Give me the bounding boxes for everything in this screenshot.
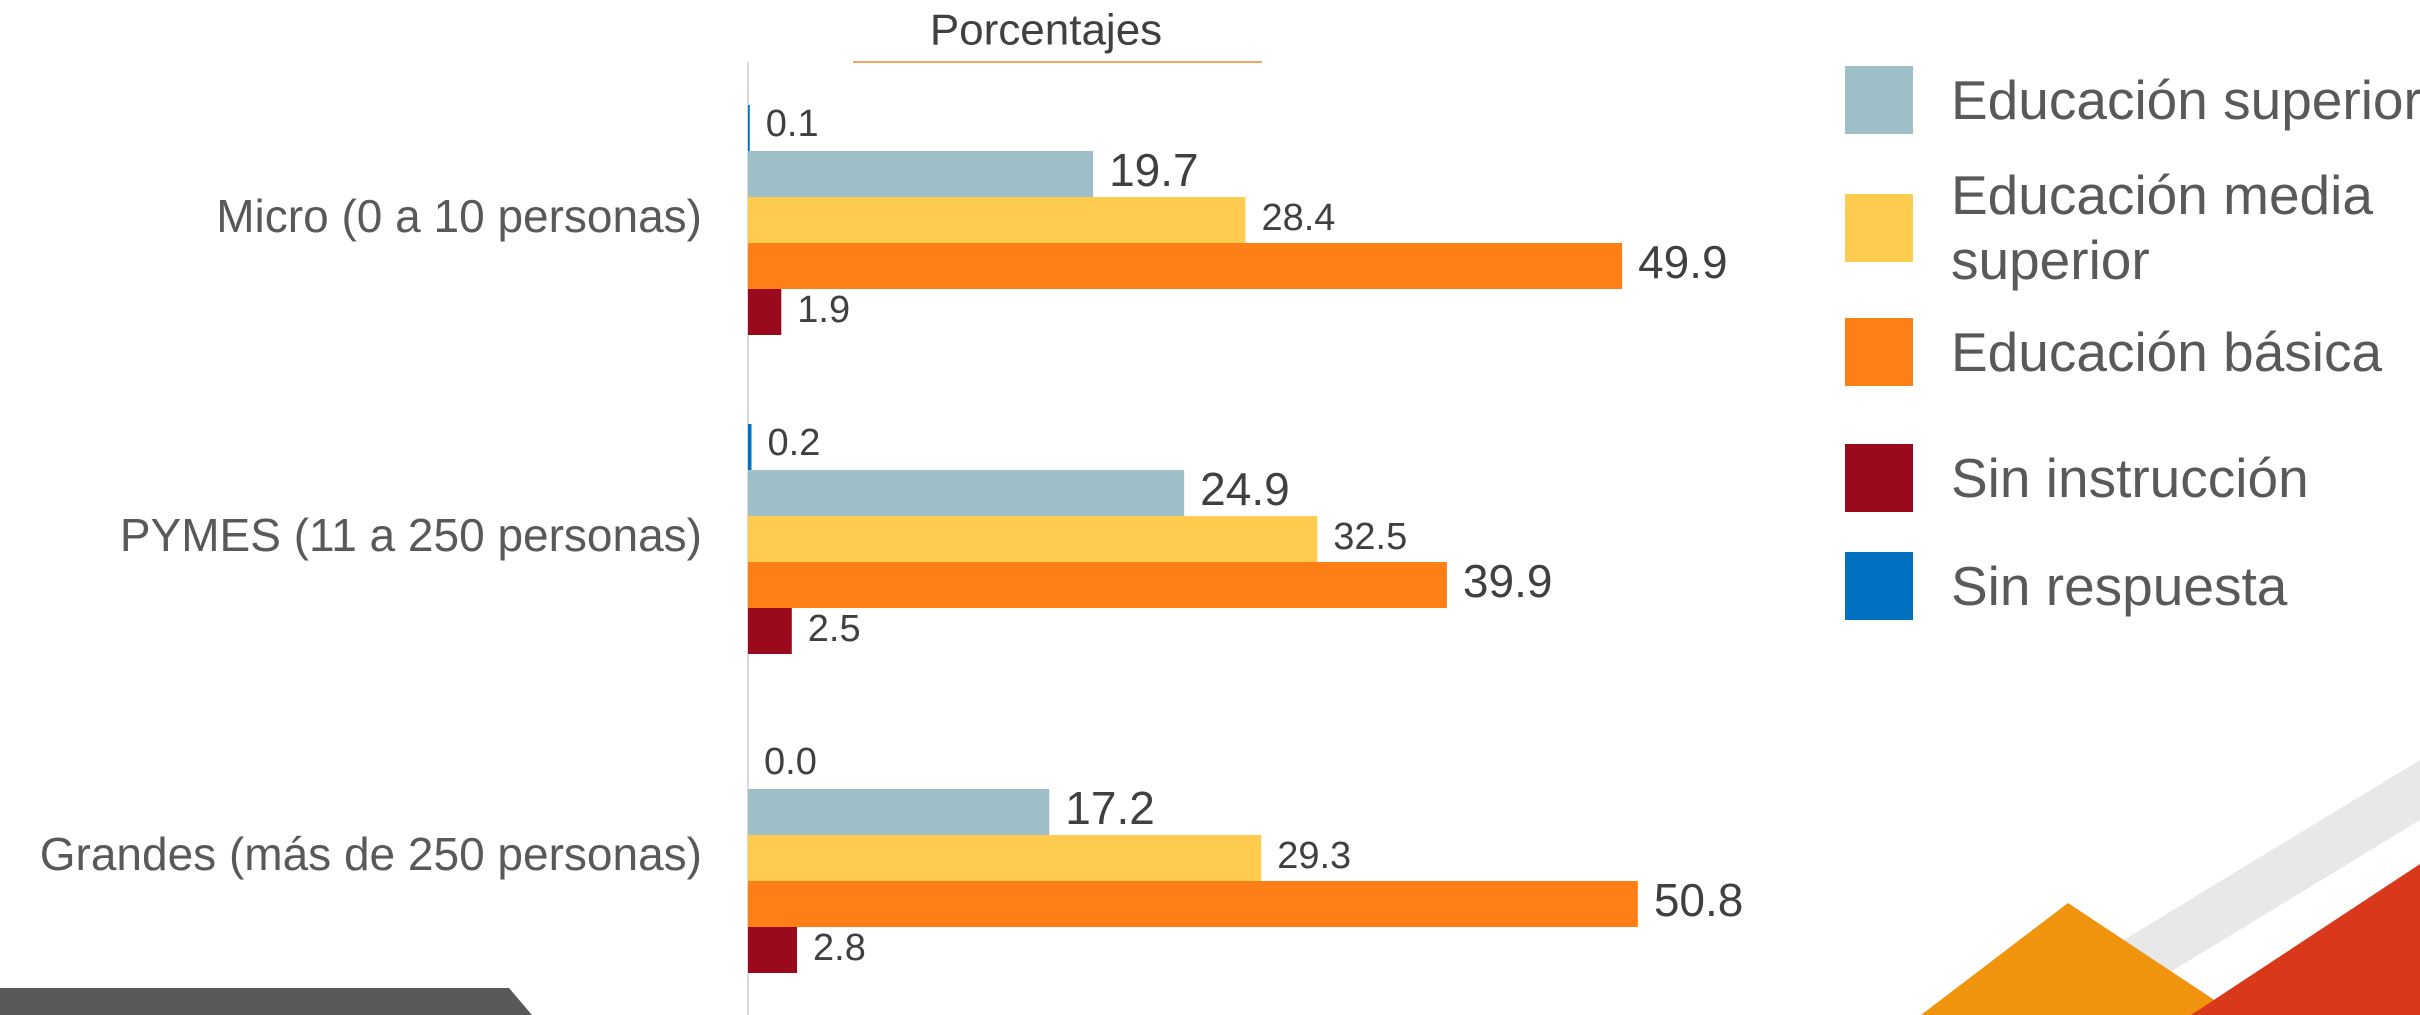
legend-item: Educación superior bbox=[1845, 60, 2420, 140]
legend-swatch bbox=[1845, 66, 1913, 134]
data-label: 17.2 bbox=[1065, 782, 1155, 834]
bar bbox=[748, 289, 782, 335]
chart-title: Porcentajes bbox=[930, 6, 1162, 55]
data-label: 39.9 bbox=[1463, 555, 1553, 607]
legend-item: Sin respuesta bbox=[1845, 546, 2420, 626]
bar bbox=[748, 105, 750, 151]
data-label: 0.2 bbox=[768, 422, 821, 464]
bar bbox=[748, 881, 1638, 927]
data-label: 29.3 bbox=[1277, 835, 1351, 877]
bar bbox=[748, 608, 792, 654]
data-label: 50.8 bbox=[1654, 874, 1744, 926]
bar bbox=[748, 243, 1623, 289]
bar bbox=[748, 927, 798, 973]
bar bbox=[748, 470, 1185, 516]
bar bbox=[748, 835, 1262, 881]
legend-label: Educación superior bbox=[1951, 68, 2420, 131]
data-label: 19.7 bbox=[1109, 144, 1199, 196]
decoration bbox=[2191, 864, 2420, 1015]
bar bbox=[748, 516, 1318, 562]
legend-swatch bbox=[1845, 194, 1913, 262]
legend-item: Educación básica bbox=[1845, 312, 2420, 392]
data-label: 2.8 bbox=[813, 927, 866, 969]
y-tick-label: Grandes (más de 250 personas) bbox=[40, 828, 702, 880]
data-label: 0.0 bbox=[764, 741, 817, 783]
data-label: 2.5 bbox=[808, 608, 861, 650]
data-label: 24.9 bbox=[1200, 463, 1290, 515]
y-tick-label: PYMES (11 a 250 personas) bbox=[120, 509, 702, 561]
legend-label: Sin instrucción bbox=[1951, 446, 2309, 509]
y-tick-label: Micro (0 a 10 personas) bbox=[216, 190, 702, 242]
decoration bbox=[0, 988, 532, 1015]
legend-label: Educación media superior bbox=[1951, 164, 2373, 291]
data-label: 32.5 bbox=[1333, 516, 1407, 558]
legend-label: Sin respuesta bbox=[1951, 554, 2288, 617]
data-label: 28.4 bbox=[1261, 197, 1335, 239]
bar bbox=[748, 789, 1050, 835]
bar bbox=[748, 424, 752, 470]
decoration bbox=[1921, 903, 2237, 1015]
legend-item: Sin instrucción bbox=[1845, 438, 2420, 518]
legend-item: Educación media superior bbox=[1845, 164, 2420, 291]
data-label: 49.9 bbox=[1638, 236, 1728, 288]
legend-swatch bbox=[1845, 318, 1913, 386]
bar bbox=[748, 562, 1447, 608]
data-label: 1.9 bbox=[797, 289, 850, 331]
bar bbox=[748, 197, 1246, 243]
legend-swatch bbox=[1845, 444, 1913, 512]
bar bbox=[748, 151, 1094, 197]
legend-label: Educación básica bbox=[1951, 320, 2383, 383]
legend-swatch bbox=[1845, 552, 1913, 620]
data-label: 0.1 bbox=[766, 103, 819, 145]
